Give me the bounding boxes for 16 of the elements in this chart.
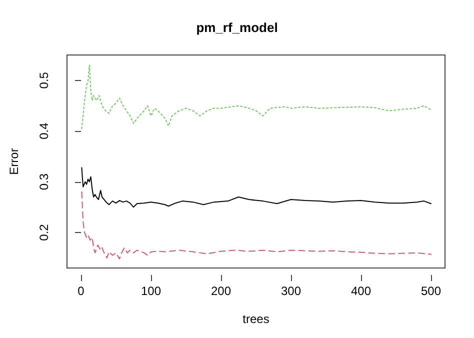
chart-title: pm_rf_model (196, 20, 278, 35)
y-tick-label: 0.5 (37, 72, 51, 89)
x-tick-label: 300 (280, 284, 302, 298)
y-tick-label: 0.4 (37, 122, 51, 140)
line-series (81, 167, 432, 208)
x-axis-title: trees (242, 312, 270, 326)
x-tick-label: 400 (350, 284, 372, 298)
x-tick-label: 0 (78, 284, 85, 298)
line-series (81, 191, 432, 260)
x-tick-label: 500 (420, 284, 442, 298)
line-series (81, 64, 432, 130)
y-tick-label: 0.3 (37, 173, 51, 190)
x-tick-label: 200 (210, 284, 232, 298)
y-axis-title: Error (7, 148, 21, 175)
x-tick-label: 100 (140, 284, 162, 298)
y-tick-label: 0.2 (37, 224, 51, 241)
